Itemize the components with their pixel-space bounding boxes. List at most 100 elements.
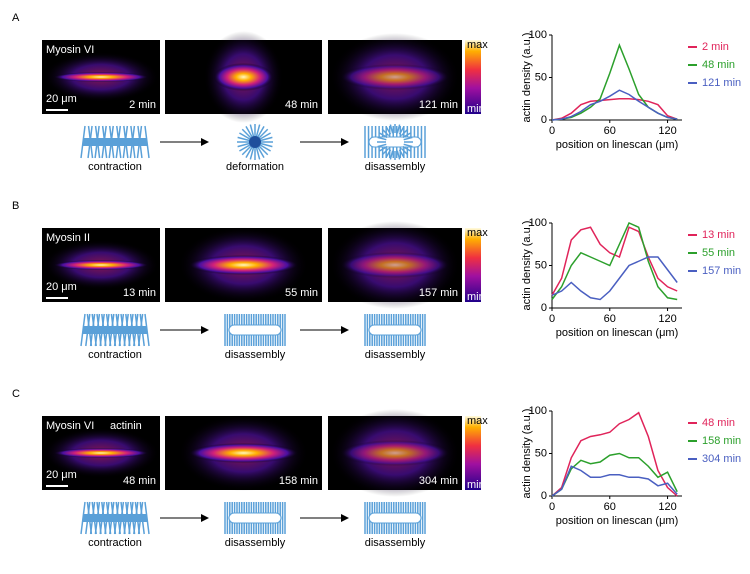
y-tick-label: 50: [535, 71, 547, 83]
y-tick-label: 50: [535, 259, 547, 271]
line: [551, 411, 678, 497]
protein-label: Myosin VI: [46, 420, 94, 432]
time-label: 157 min: [419, 287, 458, 299]
legend-label: 55 min: [702, 247, 735, 259]
icon-hole: [368, 136, 422, 148]
colorbar-min: min: [467, 479, 485, 491]
x-axis-label: position on linescan (μm): [556, 327, 679, 339]
icon-hole: [228, 512, 282, 524]
step-label: disassembly: [365, 349, 426, 361]
icon-ray: [398, 149, 405, 158]
signal: [53, 72, 149, 82]
line: [551, 256, 678, 301]
icon-hole: [368, 512, 422, 524]
icon-ray: [402, 132, 411, 139]
line: [551, 98, 678, 121]
x-tick-label: 0: [549, 125, 555, 137]
y-axis-label: actin density (a.u.): [521, 409, 533, 499]
signal: [53, 260, 149, 270]
colorbar: [465, 228, 481, 302]
line: [551, 89, 678, 121]
x-tick-label: 60: [604, 125, 616, 137]
icon-ray: [377, 136, 387, 141]
legend-label: 157 min: [702, 265, 741, 277]
y-axis-label: actin density (a.u.): [521, 33, 533, 123]
signal: [340, 440, 450, 466]
y-tick-label: 0: [541, 490, 547, 502]
icon-rod: [83, 326, 147, 334]
line: [551, 222, 678, 301]
y-tick-label: 100: [529, 217, 547, 229]
x-tick-label: 120: [658, 313, 676, 325]
icon-hole: [228, 324, 282, 336]
protein-label: actinin: [110, 420, 142, 432]
legend-label: 121 min: [702, 77, 741, 89]
signal: [340, 64, 450, 90]
step-label: disassembly: [365, 161, 426, 173]
x-tick-label: 0: [549, 501, 555, 513]
line: [551, 465, 678, 497]
x-tick-label: 0: [549, 313, 555, 325]
icon-ray: [385, 149, 392, 158]
icon-ray: [379, 132, 388, 139]
icon-ray: [396, 124, 401, 134]
y-tick-label: 0: [541, 302, 547, 314]
colorbar-max: max: [467, 227, 488, 239]
icon-ray: [385, 126, 392, 135]
scale-label: 20 μm: [46, 93, 77, 105]
panel-label: C: [12, 388, 20, 400]
time-label: 55 min: [285, 287, 318, 299]
time-label: 304 min: [419, 475, 458, 487]
legend-label: 2 min: [702, 41, 729, 53]
scale-label: 20 μm: [46, 469, 77, 481]
protein-label: Myosin VI: [46, 44, 94, 56]
time-label: 121 min: [419, 99, 458, 111]
icon-rod: [83, 514, 147, 522]
panel-label: A: [12, 12, 20, 24]
icon-core: [249, 136, 261, 148]
icon-ray: [396, 150, 401, 160]
step-label: contraction: [88, 161, 142, 173]
time-label: 2 min: [129, 99, 156, 111]
icon-ray: [403, 143, 413, 148]
legend-label: 48 min: [702, 417, 735, 429]
legend-label: 158 min: [702, 435, 741, 447]
y-tick-label: 50: [535, 447, 547, 459]
signal: [213, 63, 274, 91]
signal: [188, 255, 299, 275]
step-label: contraction: [88, 537, 142, 549]
x-tick-label: 120: [658, 125, 676, 137]
y-tick-label: 100: [529, 405, 547, 417]
colorbar-min: min: [467, 291, 485, 303]
colorbar-max: max: [467, 39, 488, 51]
icon-rod: [83, 138, 147, 146]
colorbar: [465, 416, 481, 490]
legend-label: 304 min: [702, 453, 741, 465]
colorbar-max: max: [467, 415, 488, 427]
y-tick-label: 0: [541, 114, 547, 126]
icon-ray: [402, 145, 411, 152]
x-axis-label: position on linescan (μm): [556, 139, 679, 151]
line: [551, 43, 678, 121]
step-label: disassembly: [225, 537, 286, 549]
icon-ray: [400, 147, 409, 156]
step-label: contraction: [88, 349, 142, 361]
signal: [340, 252, 450, 278]
time-label: 13 min: [123, 287, 156, 299]
colorbar-min: min: [467, 103, 485, 115]
icon-ray: [403, 136, 413, 141]
step-label: deformation: [226, 161, 284, 173]
icon-hole: [368, 324, 422, 336]
colorbar: [465, 40, 481, 114]
x-axis-label: position on linescan (μm): [556, 515, 679, 527]
protein-label: Myosin II: [46, 232, 90, 244]
icon-ray: [381, 147, 390, 156]
step-label: disassembly: [365, 537, 426, 549]
x-tick-label: 60: [604, 501, 616, 513]
step-label: disassembly: [225, 349, 286, 361]
icon-ray: [389, 124, 394, 134]
legend-label: 48 min: [702, 59, 735, 71]
y-tick-label: 100: [529, 29, 547, 41]
scale-label: 20 μm: [46, 281, 77, 293]
